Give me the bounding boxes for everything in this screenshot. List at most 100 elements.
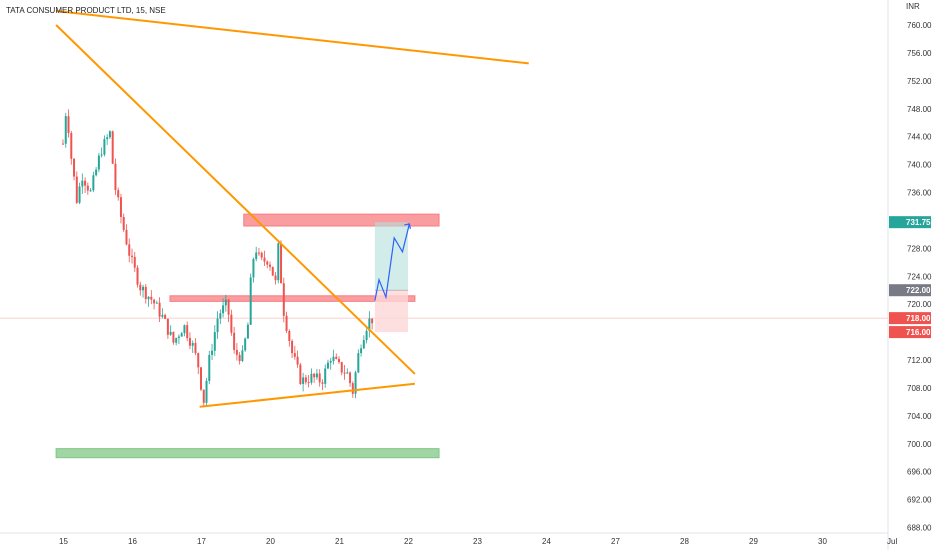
candle-body [197, 353, 200, 368]
candle-body [177, 336, 180, 339]
price-tick-label: 708.00 [907, 384, 932, 393]
candle-body [114, 163, 117, 191]
candle-body [354, 372, 357, 394]
trendline-0 [55, 10, 529, 65]
price-tick-label: 696.00 [907, 468, 932, 477]
candle-body [219, 313, 222, 319]
candle-body [257, 252, 260, 254]
price-tick-label: 720.00 [907, 300, 932, 309]
candle-body [67, 116, 70, 133]
candle-body [155, 302, 158, 304]
zone-1 [169, 295, 416, 302]
candle-body [84, 180, 87, 186]
candle-body [357, 353, 360, 373]
time-tick-label: 17 [197, 537, 206, 546]
candle-body [324, 368, 327, 384]
candle-body [172, 331, 175, 343]
candle-body [122, 216, 125, 230]
time-ticks: 15 16 17 20 21 22 23 24 27 28 29 30 Jul [59, 537, 897, 546]
candle-body [244, 338, 247, 351]
time-tick-label: 22 [404, 537, 413, 546]
time-tick-label: 20 [266, 537, 275, 546]
candle-body [111, 131, 114, 164]
candle-body [136, 267, 139, 285]
price-tick-label: 740.00 [907, 161, 932, 170]
candle-body [224, 299, 227, 306]
plot-area[interactable] [0, 10, 932, 459]
candle-body [285, 315, 288, 332]
candle-body [371, 318, 374, 324]
candle-body [235, 349, 238, 355]
price-axis-background [888, 0, 932, 550]
price-tick-label: 692.00 [907, 496, 932, 505]
candle-body [117, 190, 120, 198]
candle-body [213, 332, 216, 351]
candle-body [64, 116, 67, 144]
candle-body [296, 356, 299, 365]
candle-body [280, 243, 283, 284]
price-tick-label: 752.00 [907, 77, 932, 86]
candle-body [321, 382, 324, 384]
candle-body [282, 283, 285, 316]
candle-body [338, 358, 340, 363]
price-tick-label: 728.00 [907, 244, 932, 253]
candle-body [329, 361, 332, 363]
price-tag [889, 284, 931, 297]
price-tag-label: 722.00 [906, 286, 931, 295]
price-tick-label: 756.00 [907, 49, 932, 58]
stop-area [374, 290, 408, 333]
candle-body [186, 325, 189, 339]
candle-body [238, 354, 241, 361]
candle-body [343, 372, 346, 374]
candle-body [200, 367, 202, 390]
time-tick-label: Jul [887, 537, 897, 546]
candle-body [194, 343, 197, 354]
candle-body [351, 383, 354, 394]
time-tick-label: 15 [59, 537, 68, 546]
price-tick-label: 712.00 [907, 356, 932, 365]
candle-body [75, 176, 78, 203]
candle-body [73, 158, 76, 177]
candle-body [310, 373, 313, 383]
candle-body [191, 343, 194, 346]
price-tag [889, 326, 931, 339]
price-tag-label: 716.00 [906, 328, 931, 337]
candle-body [222, 305, 225, 314]
projection-layer [374, 223, 411, 301]
candle-body [266, 261, 269, 265]
candle-body [70, 132, 73, 159]
candle-body [302, 377, 305, 384]
price-tag [889, 216, 931, 229]
candle-body [362, 340, 365, 349]
candle-body [288, 331, 291, 342]
price-tick-label: 700.00 [907, 440, 932, 449]
price-tick-label: 736.00 [907, 189, 932, 198]
candle-body [349, 372, 352, 384]
price-tick-label: 724.00 [907, 272, 932, 281]
price-tags: 731.75 722.00 718.00 716.00 [889, 216, 931, 339]
trendlines-layer[interactable] [55, 10, 529, 408]
candle-body [128, 244, 131, 256]
symbol-title: TATA CONSUMER PRODUCT LTD, 15, NSE [6, 6, 166, 15]
time-axis[interactable]: 15 16 17 20 21 22 23 24 27 28 29 30 Jul [0, 532, 897, 546]
candle-body [211, 350, 214, 355]
candle-body [241, 350, 244, 361]
candle-body [277, 243, 280, 281]
candle-body [175, 338, 178, 343]
candle-body [216, 318, 219, 333]
candles-layer [62, 109, 374, 408]
candle-body [230, 314, 233, 333]
projection-path [374, 223, 410, 301]
candle-body [368, 318, 371, 331]
price-axis[interactable]: INR 760.00 756.00 752.00 748.00 744.00 740.00… [887, 0, 932, 550]
candle-body [307, 382, 310, 384]
candle-body [227, 299, 230, 315]
candle-body [291, 341, 294, 354]
zones-layer [55, 213, 440, 459]
time-tick-label: 16 [128, 537, 137, 546]
candle-body [188, 338, 191, 346]
time-tick-label: 23 [473, 537, 482, 546]
candle-body [133, 256, 136, 268]
price-tag [889, 312, 931, 325]
